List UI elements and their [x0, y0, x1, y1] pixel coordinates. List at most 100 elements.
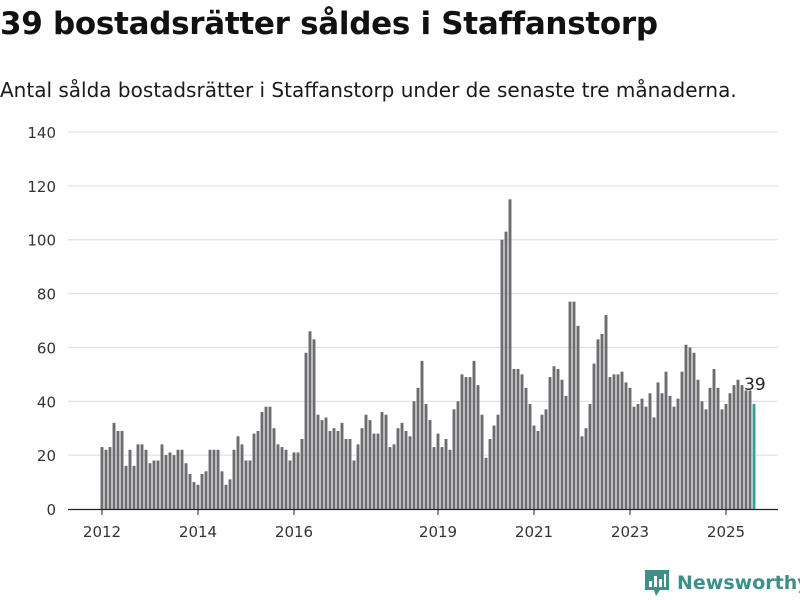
bar — [612, 374, 616, 509]
bar — [144, 449, 148, 509]
bar — [536, 430, 540, 509]
y-tick-label: 120 — [27, 178, 56, 196]
bar — [720, 409, 724, 509]
bar — [300, 438, 304, 509]
bar — [152, 460, 156, 509]
bar — [440, 447, 444, 509]
bar — [188, 473, 192, 509]
bar — [688, 347, 692, 509]
bar — [584, 428, 588, 509]
bar — [568, 301, 572, 509]
bar — [508, 199, 512, 510]
bar — [376, 433, 380, 509]
bar — [340, 422, 344, 509]
bar — [256, 430, 260, 509]
bar — [456, 401, 460, 509]
bar — [228, 479, 232, 509]
bar — [176, 449, 180, 509]
bar — [304, 352, 308, 509]
bar — [424, 403, 428, 509]
bar — [232, 449, 236, 509]
bar — [712, 368, 716, 509]
bar — [224, 484, 228, 509]
page-title: 39 bostadsrätter såldes i Staffanstorp — [0, 6, 658, 42]
bar — [164, 455, 168, 509]
bar — [732, 385, 736, 509]
y-tick-label: 100 — [27, 232, 56, 250]
bar — [640, 398, 644, 509]
bar — [504, 231, 508, 509]
bar — [488, 438, 492, 509]
bar — [628, 387, 632, 509]
bar — [248, 460, 252, 509]
bar — [288, 460, 292, 509]
bar — [252, 433, 256, 509]
bar — [268, 406, 272, 509]
bar — [472, 360, 476, 509]
bar — [112, 422, 116, 509]
x-tick-label: 2014 — [179, 523, 217, 541]
bar — [168, 452, 172, 509]
bar — [524, 387, 528, 509]
x-tick-label: 2019 — [419, 523, 457, 541]
bar — [528, 403, 532, 509]
bar — [516, 368, 520, 509]
bar — [420, 360, 424, 509]
brand-name: Newsworthy — [677, 572, 800, 594]
bar — [208, 449, 212, 509]
bar — [276, 444, 280, 509]
bar — [476, 385, 480, 509]
bar — [332, 428, 336, 509]
bar — [236, 436, 240, 509]
bar — [148, 463, 152, 509]
bar — [644, 406, 648, 509]
bar — [220, 471, 224, 509]
bar — [352, 460, 356, 509]
bar — [548, 377, 552, 509]
bar — [492, 425, 496, 509]
bar — [100, 447, 104, 509]
bar — [140, 444, 144, 509]
bar — [320, 420, 324, 509]
bar — [624, 382, 628, 509]
bar — [392, 444, 396, 509]
bar — [260, 412, 264, 509]
x-tick-label: 2012 — [83, 523, 121, 541]
bar — [272, 428, 276, 509]
bar — [400, 422, 404, 509]
newsworthy-logo-icon — [645, 570, 669, 596]
bar — [544, 409, 548, 509]
bar — [512, 368, 516, 509]
bar — [280, 447, 284, 509]
bar — [196, 484, 200, 509]
bar — [532, 425, 536, 509]
bar — [124, 465, 128, 509]
bar — [716, 387, 720, 509]
bar — [704, 409, 708, 509]
bar — [588, 403, 592, 509]
x-tick-label: 2023 — [611, 523, 649, 541]
bar-chart: 0 20 40 60 80 100 120 140 2012 2014 2016 2019 2021 20… — [27, 124, 778, 541]
gridlines — [68, 131, 778, 456]
bar — [216, 449, 220, 509]
bar — [652, 417, 656, 509]
bar-latest — [752, 403, 756, 509]
bar — [620, 371, 624, 509]
bar — [500, 239, 504, 509]
bar — [136, 444, 140, 509]
bar — [680, 371, 684, 509]
bar — [740, 385, 744, 509]
bar — [540, 414, 544, 509]
bar — [660, 393, 664, 509]
bar — [408, 436, 412, 509]
bar — [460, 374, 464, 509]
bar — [184, 463, 188, 509]
bar — [116, 430, 120, 509]
bar — [388, 447, 392, 509]
bars — [100, 199, 756, 510]
bar — [108, 447, 112, 509]
bar — [672, 406, 676, 509]
y-tick-label: 140 — [27, 124, 56, 142]
last-value-label: 39 — [744, 375, 766, 395]
bar — [520, 374, 524, 509]
